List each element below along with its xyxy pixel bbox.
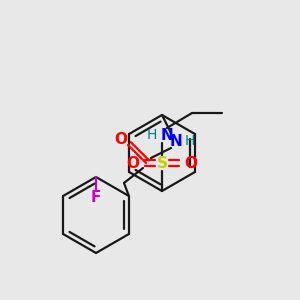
Text: O: O [127, 155, 140, 170]
Text: N: N [169, 134, 182, 148]
Text: H: H [185, 134, 195, 148]
Text: O: O [184, 155, 197, 170]
Text: F: F [91, 190, 101, 205]
Text: O: O [115, 133, 128, 148]
Text: S: S [157, 155, 167, 170]
Text: H: H [147, 128, 157, 142]
Text: N: N [160, 128, 173, 142]
